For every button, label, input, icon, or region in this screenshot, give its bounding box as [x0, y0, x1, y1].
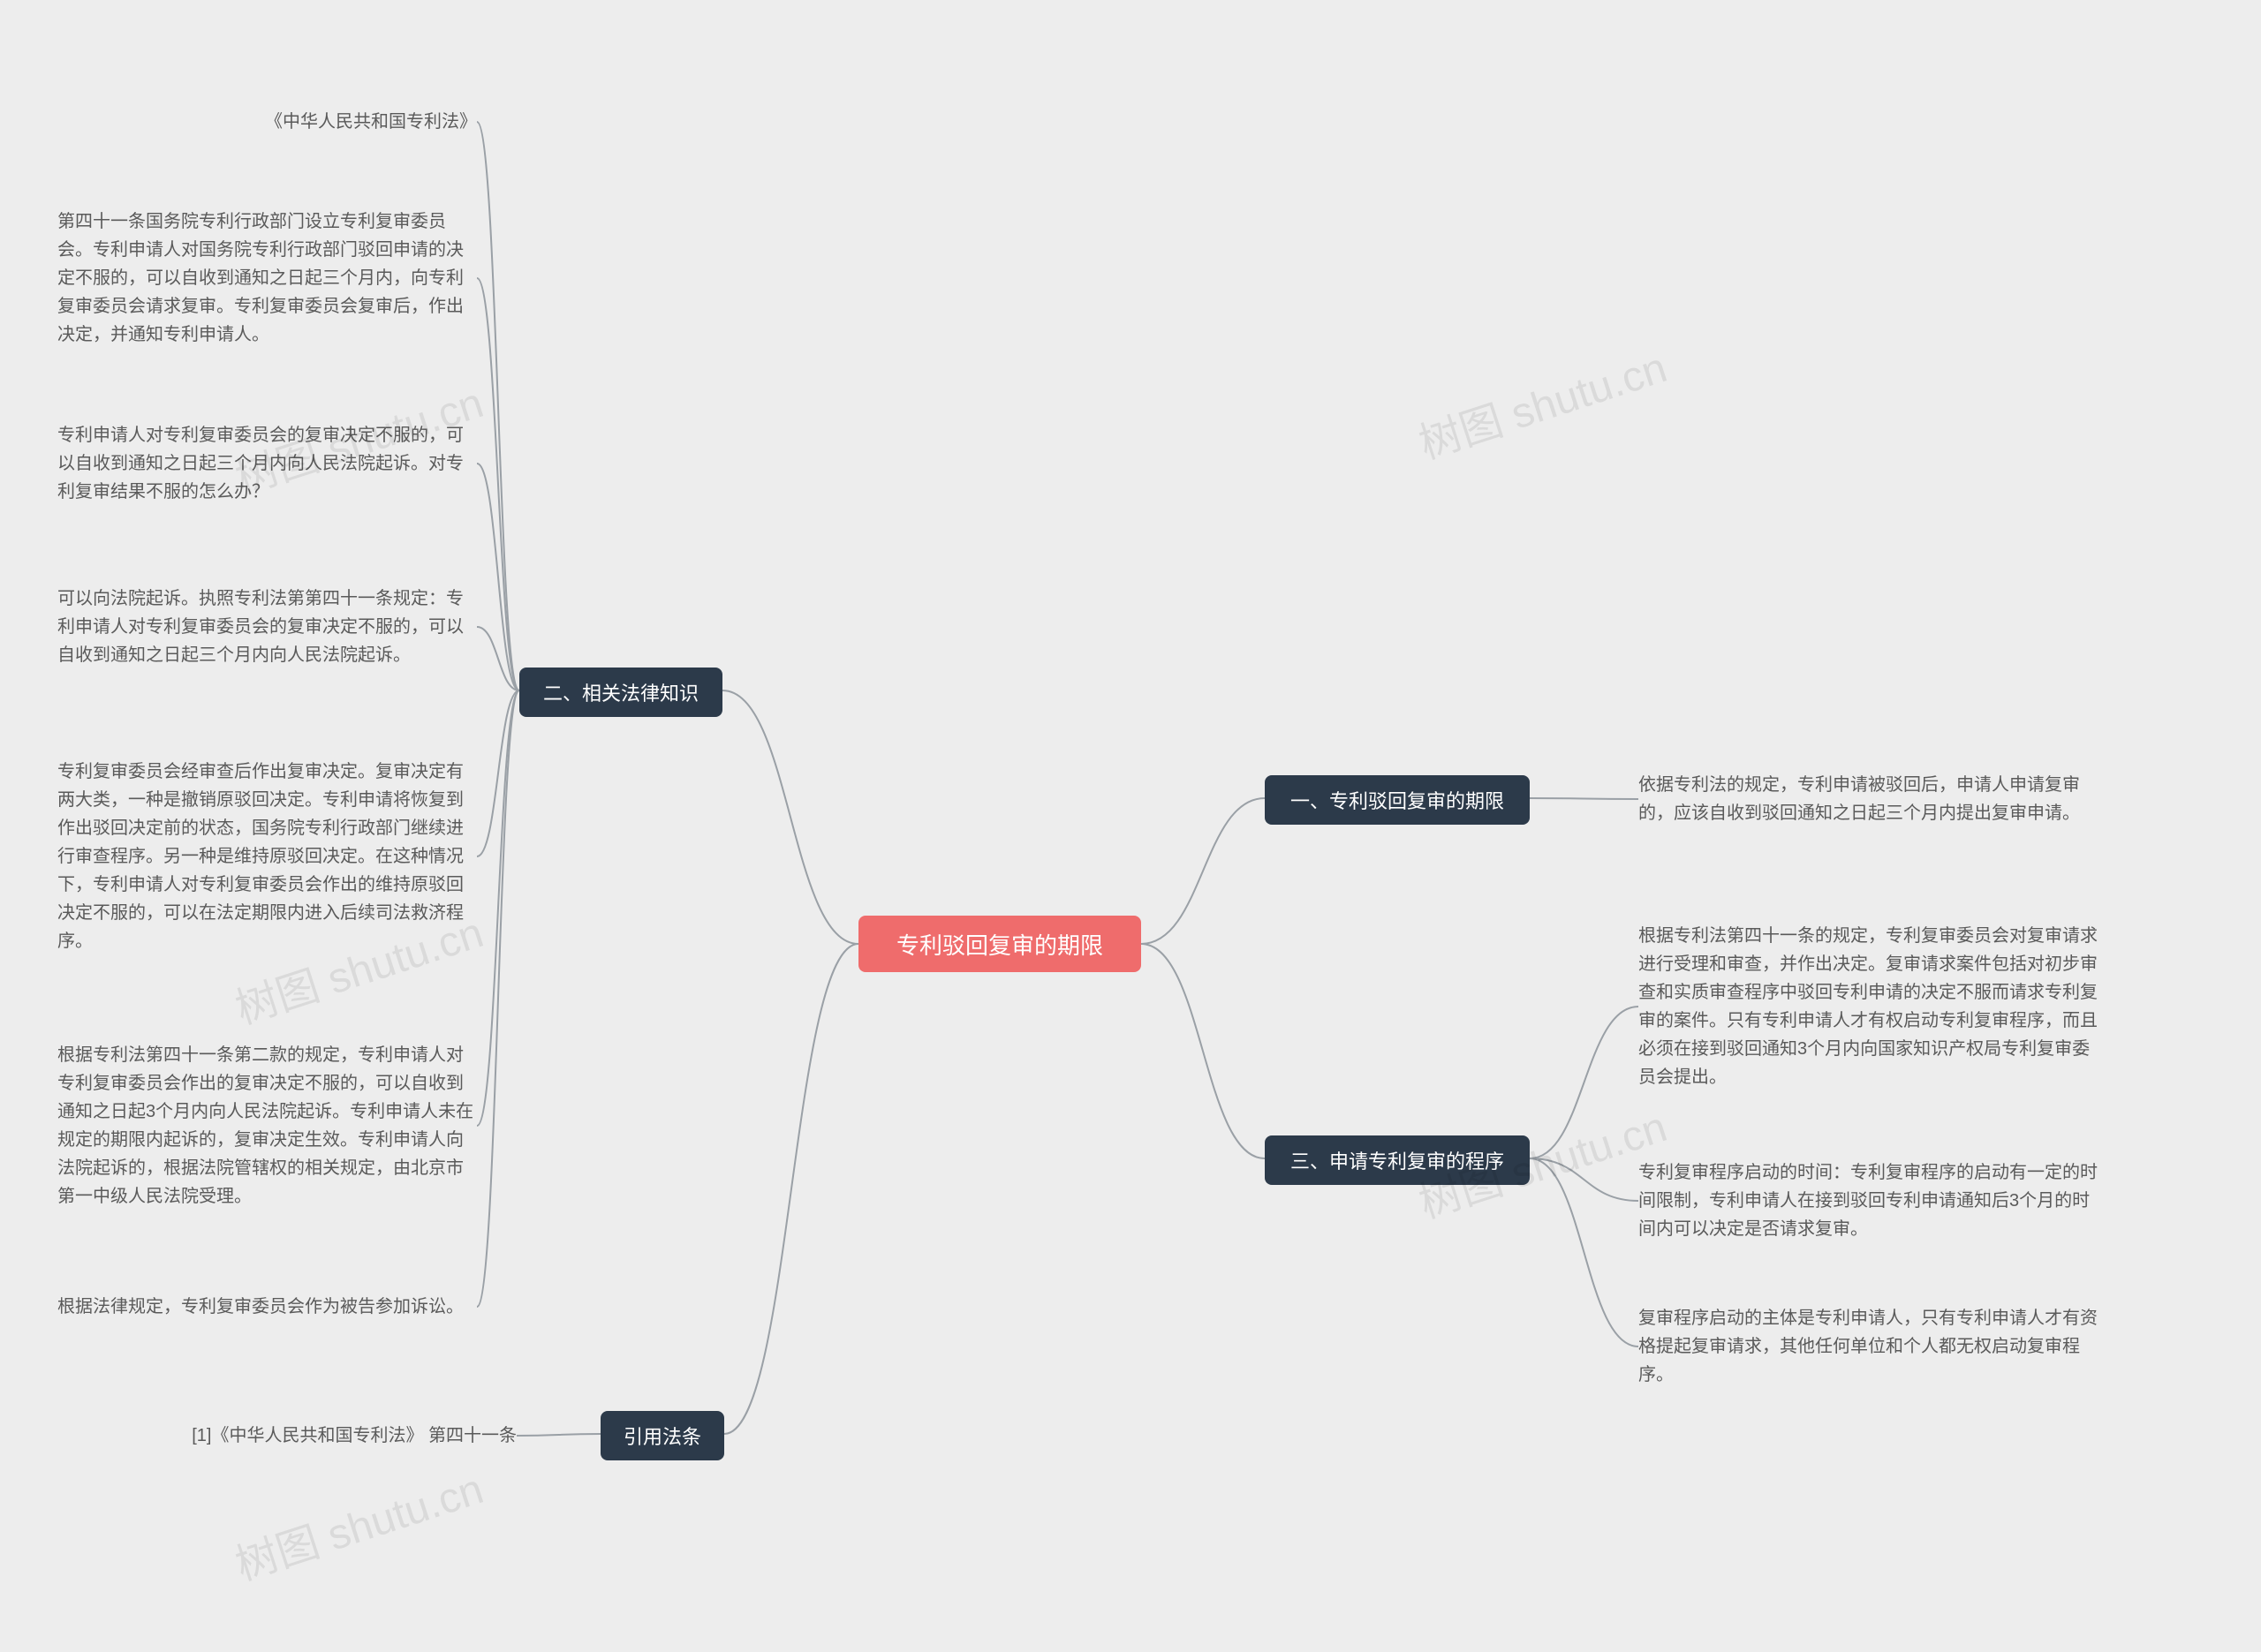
leaf-l2-3: 可以向法院起诉。执照专利法第第四十一条规定：专利申请人对专利复审委员会的复审决定… — [57, 565, 477, 689]
leaf-l2-1: 第四十一条国务院专利行政部门设立专利复审委员会。专利申请人对国务院专利行政部门驳… — [57, 190, 477, 366]
leaf-l2-2: 专利申请人对专利复审委员会的复审决定不服的，可以自收到通知之日起三个月内向人民法… — [57, 415, 477, 512]
leaf-l2-5: 根据专利法第四十一条第二款的规定，专利申请人对专利复审委员会作出的复审决定不服的… — [57, 1024, 477, 1227]
leaf-l2-0: 《中华人民共和国专利法》 — [185, 106, 477, 138]
branch-l2: 二、相关法律知识 — [519, 668, 722, 717]
leaf-l4-0: [1]《中华人民共和国专利法》 第四十一条 — [57, 1420, 517, 1452]
leaf-r3-2: 复审程序启动的主体是专利申请人，只有专利申请人才有资格提起复审请求，其他任何单位… — [1638, 1298, 2098, 1395]
branch-r3: 三、申请专利复审的程序 — [1265, 1135, 1530, 1185]
leaf-r1-0: 依据专利法的规定，专利申请被驳回后，申请人申请复审的，应该自收到驳回通知之日起三… — [1638, 755, 2098, 843]
root-node: 专利驳回复审的期限 — [858, 916, 1141, 972]
branch-l4: 引用法条 — [601, 1411, 724, 1460]
leaf-l2-6: 根据法律规定，专利复审委员会作为被告参加诉讼。 — [57, 1276, 477, 1338]
leaf-l2-4: 专利复审委员会经审查后作出复审决定。复审决定有两大类，一种是撤销原驳回决定。专利… — [57, 742, 477, 971]
watermark-4: 树图 shutu.cn — [226, 1454, 489, 1592]
leaf-r3-0: 根据专利法第四十一条的规定，专利复审委员会对复审请求进行受理和审查，并作出决定。… — [1638, 892, 2098, 1121]
branch-r1: 一、专利驳回复审的期限 — [1265, 775, 1530, 825]
leaf-r3-1: 专利复审程序启动的时间：专利复审程序的启动有一定的时间限制，专利申请人在接到驳回… — [1638, 1139, 2098, 1263]
watermark-1: 树图 shutu.cn — [1410, 333, 1673, 471]
